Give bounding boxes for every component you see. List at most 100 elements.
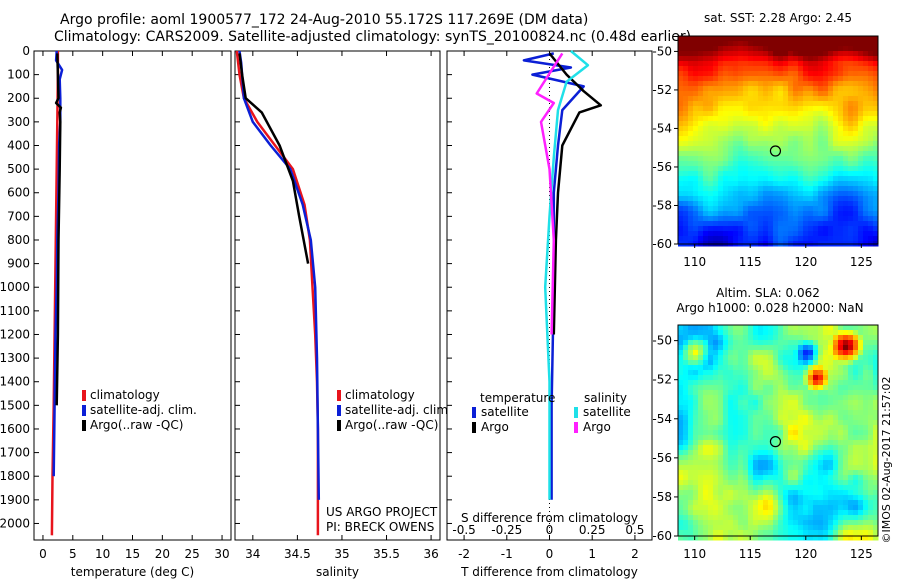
map-cell bbox=[828, 510, 834, 516]
map-cell bbox=[843, 161, 849, 167]
map-cell bbox=[748, 46, 754, 52]
map-cell bbox=[708, 410, 714, 416]
map-cell bbox=[703, 206, 709, 212]
map-cell bbox=[703, 440, 709, 446]
map-cell bbox=[818, 425, 824, 431]
map-cell bbox=[848, 136, 854, 142]
map-cell bbox=[828, 335, 834, 341]
map-cell bbox=[813, 435, 819, 441]
map-cell bbox=[813, 410, 819, 416]
map-cell bbox=[828, 440, 834, 446]
map-cell bbox=[708, 131, 714, 137]
map-cell bbox=[813, 355, 819, 361]
map-cell bbox=[688, 81, 694, 87]
map-cell bbox=[738, 335, 744, 341]
map-cell bbox=[858, 161, 864, 167]
map-cell bbox=[748, 56, 754, 62]
map-cell bbox=[723, 340, 729, 346]
map-cell bbox=[738, 176, 744, 182]
map-cell bbox=[758, 121, 764, 127]
pi-label: PI: BRECK OWENS bbox=[326, 520, 434, 534]
map-cell bbox=[723, 390, 729, 396]
map-cell bbox=[793, 146, 799, 152]
map-cell bbox=[728, 236, 734, 242]
map-cell bbox=[813, 365, 819, 371]
map-cell bbox=[833, 525, 839, 531]
map-cell bbox=[728, 151, 734, 157]
map-cell bbox=[728, 530, 734, 536]
map-cell bbox=[773, 96, 779, 102]
map-cell bbox=[718, 91, 724, 97]
map-cell bbox=[703, 455, 709, 461]
map-cell bbox=[813, 525, 819, 531]
map-cell bbox=[858, 380, 864, 386]
map-cell bbox=[708, 221, 714, 227]
map-cell bbox=[773, 171, 779, 177]
map-cell bbox=[778, 325, 784, 331]
map-cell bbox=[783, 86, 789, 92]
map-cell bbox=[718, 515, 724, 521]
map-cell bbox=[768, 455, 774, 461]
map-cell bbox=[748, 345, 754, 351]
map-cell bbox=[838, 126, 844, 132]
map-cell bbox=[723, 206, 729, 212]
map-cell bbox=[768, 91, 774, 97]
map-cell bbox=[733, 116, 739, 122]
map-frame bbox=[677, 324, 879, 537]
map-cell bbox=[768, 510, 774, 516]
map-cell bbox=[868, 41, 874, 47]
map-cell bbox=[738, 510, 744, 516]
map-cell bbox=[753, 46, 759, 52]
map-cell bbox=[763, 226, 769, 232]
map-cell bbox=[838, 500, 844, 506]
map-cell bbox=[783, 156, 789, 162]
map-cell bbox=[798, 525, 804, 531]
map-cell bbox=[703, 226, 709, 232]
map-cell bbox=[738, 106, 744, 112]
map-cell bbox=[778, 445, 784, 451]
map-cell bbox=[693, 151, 699, 157]
map-cell bbox=[753, 91, 759, 97]
map-cell bbox=[743, 335, 749, 341]
map-cell bbox=[873, 505, 879, 511]
map-cell bbox=[728, 96, 734, 102]
map-cell bbox=[718, 56, 724, 62]
map-cell bbox=[778, 395, 784, 401]
map-cell bbox=[818, 385, 824, 391]
map-cell bbox=[693, 430, 699, 436]
map-cell bbox=[728, 216, 734, 222]
map-cell bbox=[853, 455, 859, 461]
map-cell bbox=[748, 96, 754, 102]
map-cell bbox=[808, 425, 814, 431]
map-cell bbox=[803, 116, 809, 122]
map-cell bbox=[843, 515, 849, 521]
map-cell bbox=[748, 216, 754, 222]
map-cell bbox=[708, 495, 714, 501]
map-cell bbox=[713, 335, 719, 341]
map-cell bbox=[758, 525, 764, 531]
map-cell bbox=[783, 340, 789, 346]
map-cell bbox=[818, 455, 824, 461]
map-cell bbox=[683, 176, 689, 182]
map-cell bbox=[713, 236, 719, 242]
map-cell bbox=[708, 196, 714, 202]
map-cell bbox=[688, 405, 694, 411]
map-cell bbox=[768, 380, 774, 386]
map-cell bbox=[693, 515, 699, 521]
map-cell bbox=[718, 51, 724, 57]
map-cell bbox=[693, 81, 699, 87]
map-cell bbox=[798, 530, 804, 536]
map-cell bbox=[873, 196, 879, 202]
map-cell bbox=[758, 136, 764, 142]
map-cell bbox=[778, 106, 784, 112]
map-cell bbox=[808, 181, 814, 187]
map-cell bbox=[723, 355, 729, 361]
map-cell bbox=[788, 475, 794, 481]
map-cell bbox=[838, 490, 844, 496]
map-cell bbox=[798, 201, 804, 207]
map-cell bbox=[728, 121, 734, 127]
legend-swatch bbox=[472, 422, 476, 433]
map-cell bbox=[803, 405, 809, 411]
map-cell bbox=[693, 510, 699, 516]
map-cell bbox=[718, 201, 724, 207]
